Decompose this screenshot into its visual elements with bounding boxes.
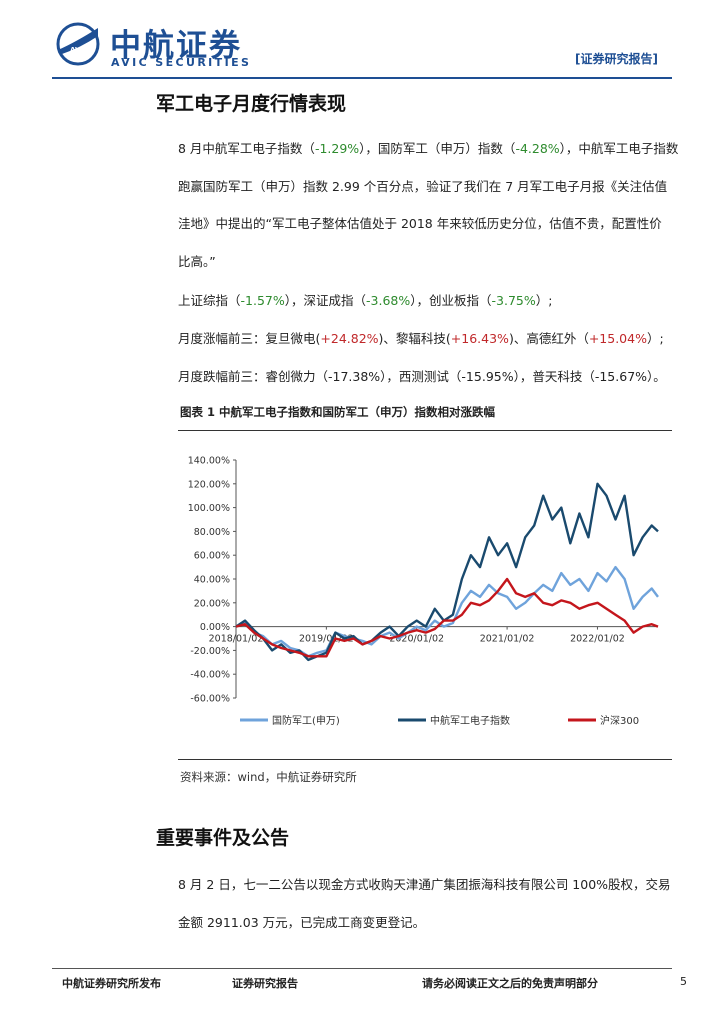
y-tick-label: 120.00% (188, 479, 230, 490)
summary-line-3: 洼地》中提出的“军工电子整体估值处于 2018 年来较低历史分位，估值不贵，配置… (178, 216, 662, 231)
avic-logo-icon: AVIC (56, 22, 100, 66)
y-tick-label: -20.00% (190, 646, 230, 657)
avic-index-change: -1.29% (314, 141, 360, 156)
series-line-3 (235, 577, 659, 658)
x-tick-label: 2019/01/02 (299, 634, 354, 645)
series-line-2 (235, 482, 659, 662)
y-tick-label: 0.00% (200, 622, 230, 633)
figure-caption: 图表 1 中航军工电子指数和国防军工（申万）指数相对涨跌幅 (180, 405, 496, 419)
paragraph-events: 8 月 2 日，七一二公告以现金方式收购天津通广集团振海科技有限公司 100%股… (178, 866, 672, 941)
x-tick-label: 2022/01/02 (570, 634, 625, 645)
summary-line-4: 比高。” (178, 253, 216, 269)
x-tick-label: 2020/01/02 (389, 634, 444, 645)
footer-publisher: 中航证券研究所发布 (62, 977, 161, 990)
chart-legend: 国防军工(申万) 中航军工电子指数 沪深300 (240, 714, 639, 727)
y-tick-label: 140.00% (188, 456, 230, 467)
y-tick-label: 80.00% (194, 527, 230, 538)
paragraph-top-losers: 月度跌幅前三：睿创微力（-17.38%），西测测试（-15.95%），普天科技（… (178, 369, 666, 384)
header-divider (52, 77, 672, 79)
paragraph-broad-indices: 上证综指（-1.57%），深证成指（-3.68%），创业板指（-3.75%）; (178, 293, 553, 308)
defense-index-change: -4.28% (515, 141, 560, 156)
line-chart: 140.00% 120.00% 100.00% 80.00% 60.00% 40.00% 2… (188, 456, 659, 727)
footer-disclaimer-note: 请务必阅读正文之后的免责声明部分 (422, 977, 598, 990)
y-axis-ticks: 140.00% 120.00% 100.00% 80.00% 60.00% 40.00% 2… (188, 456, 236, 705)
y-tick-label: 100.00% (188, 503, 230, 514)
logo-english-name: AVIC SECURITIES (111, 56, 252, 69)
footer-report-type: 证券研究报告 (232, 977, 298, 990)
section-title-market-performance: 军工电子月度行情表现 (156, 93, 347, 115)
footer-divider (52, 968, 672, 969)
paragraph-top-gainers: 月度涨幅前三：复旦微电(+24.82%)、黎辐科技(+16.43%)、高德红外（… (178, 331, 664, 346)
x-tick-label: 2021/01/02 (480, 634, 535, 645)
legend-label: 国防军工(申万) (272, 714, 340, 727)
series-layer (235, 482, 659, 662)
section-title-events: 重要事件及公告 (156, 827, 290, 849)
y-tick-label: -60.00% (190, 694, 230, 705)
events-line-1: 8 月 2 日，七一二公告以现金方式收购天津通广集团振海科技有限公司 100%股… (178, 877, 671, 892)
logo-chinese-name: 中航证券 (110, 28, 242, 64)
events-line-2: 金额 2911.03 万元，已完成工商变更登记。 (178, 914, 426, 930)
figure-bottom-rule (178, 759, 672, 760)
logo-mark-text: AVIC (70, 46, 88, 54)
y-tick-label: 60.00% (194, 551, 230, 562)
summary-line-2: 跑赢国防军工（申万）指数 2.99 个百分点，验证了我们在 7 月军工电子月报《… (178, 178, 668, 194)
figure-source: 资料来源：wind，中航证券研究所 (180, 770, 357, 784)
figure-top-rule (178, 430, 672, 431)
y-tick-label: 20.00% (194, 598, 230, 609)
summary-line-1: 8 月中航军工电子指数（-1.29%），国防军工（申万）指数（-4.28%），中… (178, 141, 679, 156)
page-number: 5 (680, 975, 687, 988)
legend-label: 中航军工电子指数 (430, 714, 510, 727)
legend-label: 沪深300 (600, 714, 639, 727)
y-tick-label: -40.00% (190, 670, 230, 681)
report-type-tag: [证券研究报告] (575, 52, 658, 66)
paragraph-monthly-summary: 8 月中航军工电子指数（-1.29%），国防军工（申万）指数（-4.28%），中… (178, 130, 679, 280)
y-tick-label: 40.00% (194, 575, 230, 586)
